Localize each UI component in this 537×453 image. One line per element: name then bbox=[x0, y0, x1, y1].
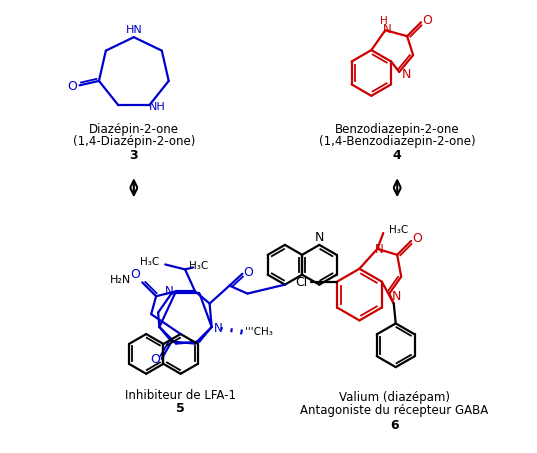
Text: Antagoniste du récepteur GABA: Antagoniste du récepteur GABA bbox=[300, 404, 488, 417]
Text: (1,4-Diazépin-2-one): (1,4-Diazépin-2-one) bbox=[72, 135, 195, 148]
Text: Valium (diazépam): Valium (diazépam) bbox=[339, 391, 449, 404]
Text: H₃C: H₃C bbox=[389, 225, 408, 235]
Text: HN: HN bbox=[126, 25, 142, 35]
Text: Diazépin-2-one: Diazépin-2-one bbox=[89, 123, 179, 135]
Text: O: O bbox=[130, 268, 140, 281]
Text: Cl: Cl bbox=[295, 276, 307, 289]
Text: Inhibiteur de LFA-1: Inhibiteur de LFA-1 bbox=[125, 389, 236, 402]
Text: (1,4-Benzodiazepin-2-one): (1,4-Benzodiazepin-2-one) bbox=[319, 135, 476, 148]
Text: N: N bbox=[391, 290, 401, 303]
Text: NH: NH bbox=[149, 102, 166, 112]
Text: N: N bbox=[402, 68, 411, 82]
Text: Benzodiazepin-2-one: Benzodiazepin-2-one bbox=[335, 123, 460, 135]
Text: H: H bbox=[380, 16, 388, 26]
Text: H₂N: H₂N bbox=[110, 275, 131, 285]
Text: 3: 3 bbox=[129, 149, 138, 163]
Text: 6: 6 bbox=[390, 419, 398, 432]
Text: N: N bbox=[315, 231, 324, 245]
Text: O: O bbox=[68, 80, 77, 93]
Text: O: O bbox=[243, 266, 253, 279]
Text: '''CH₃: '''CH₃ bbox=[245, 327, 273, 337]
Text: H₃C: H₃C bbox=[140, 257, 159, 267]
Text: 4: 4 bbox=[393, 149, 402, 163]
Text: N: N bbox=[214, 323, 223, 335]
Text: 5: 5 bbox=[176, 402, 185, 415]
Text: N: N bbox=[383, 23, 391, 36]
Text: N: N bbox=[165, 285, 173, 298]
Text: O: O bbox=[422, 14, 432, 27]
Text: H₃C: H₃C bbox=[190, 261, 209, 271]
Text: O: O bbox=[412, 232, 422, 246]
Text: N: N bbox=[375, 243, 384, 256]
Text: O: O bbox=[150, 353, 159, 366]
